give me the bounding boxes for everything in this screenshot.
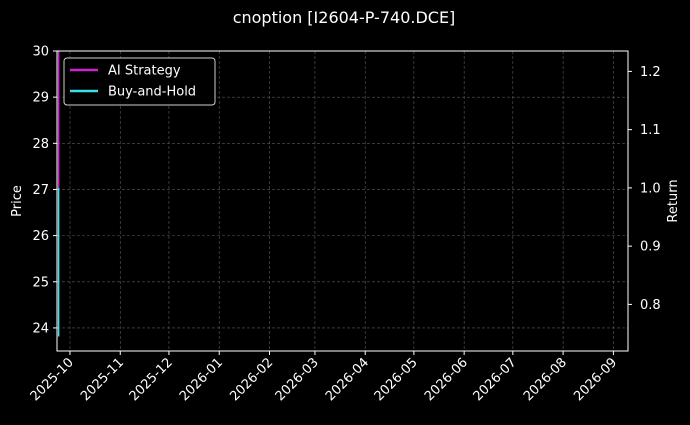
y-tick-label-left: 24 (32, 321, 49, 336)
x-tick-label: 2026-02 (227, 355, 276, 404)
y-tick-label-right: 0.8 (640, 298, 661, 313)
y-tick-label-left: 26 (32, 229, 49, 244)
x-axis: 2025-10 2025-11 2025-12 2026-01 2026-022026-… (28, 351, 620, 404)
plot-frame (56, 50, 629, 352)
y-axis-label-left: Price (10, 185, 25, 217)
chart-title: cnoption [I2604-P-740.DCE] (233, 8, 456, 27)
y-tick-label-left: 25 (32, 275, 49, 290)
y-tick-label-right: 1.2 (640, 65, 661, 80)
x-tick-label: 2026-01 (177, 355, 226, 404)
y-tick-label-right: 1.1 (640, 123, 661, 138)
x-tick-label: 2026-09 (571, 355, 620, 404)
x-tick-label: 2025-12 (127, 355, 176, 404)
y-tick-label-left: 27 (32, 183, 49, 198)
y-tick-label-left: 29 (32, 91, 49, 106)
x-tick-label: 2026-04 (323, 355, 372, 404)
x-tick-label: 2026-06 (422, 355, 471, 404)
x-tick-label: 2026-03 (273, 355, 322, 404)
legend: AI Strategy Buy-and-Hold (63, 57, 216, 106)
legend-label: Buy-and-Hold (108, 85, 196, 100)
legend-label: AI Strategy (108, 64, 181, 79)
x-tick-label: 2025-10 (28, 355, 77, 404)
y-axis-label-right: Return (666, 179, 681, 222)
y-tick-label-right: 0.9 (640, 240, 661, 255)
y-tick-label-left: 28 (32, 137, 49, 152)
x-tick-label: 2026-05 (372, 355, 421, 404)
left-y-axis: 24 25 26 27 28 29 30 (32, 45, 57, 336)
x-tick-label: 2026-08 (521, 355, 570, 404)
y-tick-label-left: 30 (32, 45, 49, 60)
x-tick-label: 2025-11 (78, 355, 127, 404)
legend-box (63, 57, 216, 106)
x-tick-label: 2026-07 (471, 355, 520, 404)
y-tick-label-right: 1.0 (640, 181, 661, 196)
right-y-axis: 0.8 0.9 1.0 1.1 1.2 (628, 65, 661, 313)
